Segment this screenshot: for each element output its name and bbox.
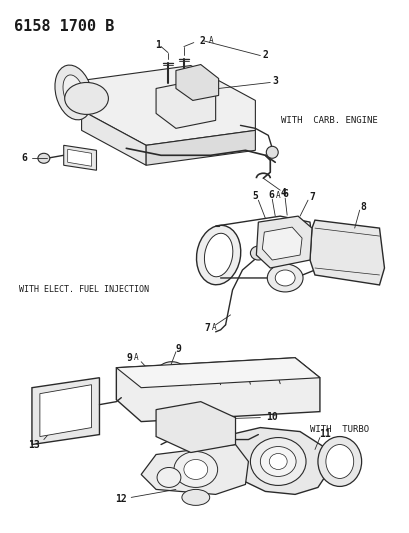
Ellipse shape xyxy=(250,438,305,486)
Ellipse shape xyxy=(63,75,84,110)
Polygon shape xyxy=(141,445,248,495)
Polygon shape xyxy=(116,358,319,422)
Ellipse shape xyxy=(38,154,49,163)
Text: A: A xyxy=(212,324,216,333)
Ellipse shape xyxy=(204,233,232,277)
Ellipse shape xyxy=(182,489,209,505)
Text: 9: 9 xyxy=(126,353,132,363)
Polygon shape xyxy=(156,80,215,128)
Text: 10: 10 xyxy=(266,411,277,422)
Polygon shape xyxy=(262,227,301,260)
Text: 12: 12 xyxy=(115,495,127,504)
Polygon shape xyxy=(32,378,99,445)
Text: 3: 3 xyxy=(272,76,277,86)
Text: 11: 11 xyxy=(318,429,330,439)
Polygon shape xyxy=(256,216,311,268)
Ellipse shape xyxy=(182,417,209,439)
Text: 7: 7 xyxy=(204,323,210,333)
Text: WITH ELECT. FUEL INJECTION: WITH ELECT. FUEL INJECTION xyxy=(18,286,148,294)
Polygon shape xyxy=(146,131,255,165)
Text: 1: 1 xyxy=(155,39,161,50)
Text: 9: 9 xyxy=(175,344,182,354)
Polygon shape xyxy=(156,402,235,453)
Polygon shape xyxy=(81,110,146,165)
Text: 7: 7 xyxy=(308,192,314,202)
Ellipse shape xyxy=(196,225,240,285)
Text: A: A xyxy=(275,191,280,200)
Ellipse shape xyxy=(65,83,108,115)
Ellipse shape xyxy=(163,366,178,378)
Ellipse shape xyxy=(157,362,184,382)
Text: 6: 6 xyxy=(281,189,288,199)
Polygon shape xyxy=(40,385,91,437)
Text: WITH  CARB. ENGINE: WITH CARB. ENGINE xyxy=(281,116,378,125)
Ellipse shape xyxy=(274,270,294,286)
Ellipse shape xyxy=(325,445,353,479)
Text: 2: 2 xyxy=(262,50,267,60)
Text: 2: 2 xyxy=(199,36,205,46)
Ellipse shape xyxy=(260,447,295,477)
Polygon shape xyxy=(67,149,91,166)
Text: 5: 5 xyxy=(252,191,258,201)
Ellipse shape xyxy=(266,147,278,158)
Ellipse shape xyxy=(183,459,207,480)
Ellipse shape xyxy=(157,467,180,487)
Ellipse shape xyxy=(55,65,92,120)
Text: 6: 6 xyxy=(267,190,274,200)
Text: 4: 4 xyxy=(280,188,285,198)
Text: A: A xyxy=(208,36,213,45)
Polygon shape xyxy=(81,66,255,146)
Ellipse shape xyxy=(173,451,217,487)
Polygon shape xyxy=(63,146,96,170)
Ellipse shape xyxy=(317,437,361,487)
Text: A: A xyxy=(134,353,138,362)
Polygon shape xyxy=(309,220,384,285)
Ellipse shape xyxy=(267,264,302,292)
Text: 8: 8 xyxy=(360,202,366,212)
Ellipse shape xyxy=(250,246,266,260)
Text: 6158 1700 B: 6158 1700 B xyxy=(14,19,114,34)
Text: 13: 13 xyxy=(28,440,40,449)
Ellipse shape xyxy=(269,454,286,470)
Ellipse shape xyxy=(173,410,217,446)
Polygon shape xyxy=(175,64,218,100)
Text: 6: 6 xyxy=(21,154,27,163)
Text: WITH  TURBO: WITH TURBO xyxy=(310,425,369,434)
Polygon shape xyxy=(225,427,329,495)
Polygon shape xyxy=(116,358,319,387)
